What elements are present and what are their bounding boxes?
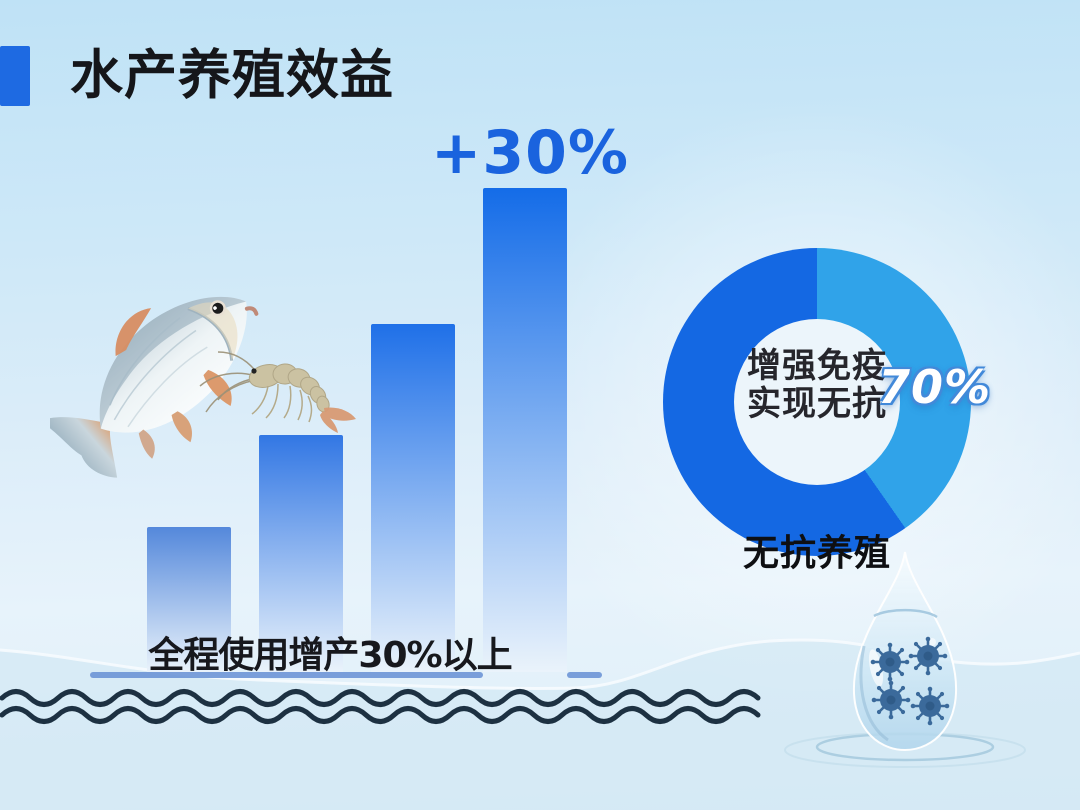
ripple bbox=[850, 736, 960, 753]
page-title: 水产养殖效益 bbox=[70, 45, 394, 106]
wave-line bbox=[0, 689, 761, 707]
virus-icon bbox=[907, 635, 949, 677]
water-drop-shape bbox=[852, 551, 958, 752]
water-drop-illustration bbox=[852, 551, 958, 752]
title-bullet-square bbox=[0, 46, 30, 106]
bar-caption: 全程使用增产30%以上 bbox=[148, 635, 512, 676]
donut-caption: 无抗养殖 bbox=[742, 533, 891, 574]
fish-tail bbox=[50, 417, 118, 478]
virus-icon bbox=[870, 679, 912, 721]
ripple bbox=[784, 732, 1026, 768]
bar bbox=[371, 324, 455, 672]
water-drop-highlight bbox=[928, 638, 936, 646]
bar-annotation: +30% bbox=[431, 118, 629, 188]
water-drop-highlight bbox=[868, 649, 884, 687]
bar bbox=[483, 188, 567, 672]
bar-chart bbox=[147, 188, 567, 672]
virus-icon bbox=[909, 685, 951, 727]
water-drop-inner-shade bbox=[859, 645, 889, 742]
donut-value-label: 70% bbox=[878, 360, 992, 414]
caption-underline bbox=[567, 672, 602, 678]
water-drop-meniscus bbox=[873, 608, 938, 619]
header: 水产养殖效益 bbox=[0, 44, 394, 108]
virus-icon bbox=[869, 641, 911, 683]
wave-line bbox=[0, 706, 761, 724]
ripple bbox=[815, 732, 995, 762]
